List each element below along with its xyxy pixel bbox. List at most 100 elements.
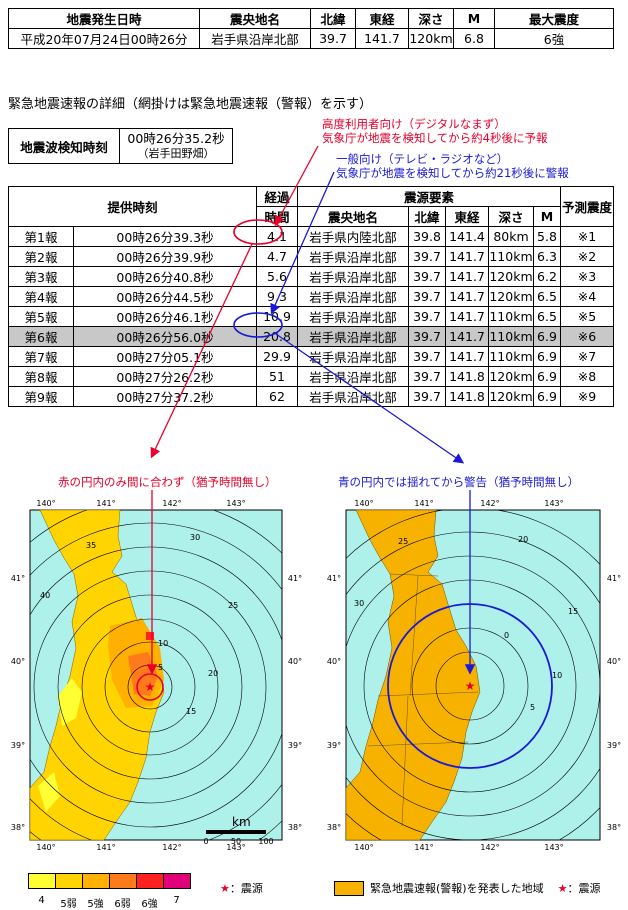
lat-tick: 41° <box>327 574 341 583</box>
red-arrow <box>274 145 319 227</box>
legend-label: 7 <box>173 895 180 906</box>
contour-label: 25 <box>228 601 238 610</box>
left-legend: 4 5弱 5強 6弱 6強 7 <box>28 873 191 910</box>
contour-label: 5 <box>530 703 535 712</box>
summary-cell: 平成20年07月24日00時26分 <box>8 28 200 49</box>
contour-label: 40 <box>40 591 50 600</box>
report-cell: 120km <box>488 266 534 287</box>
lon-tick: 142° <box>162 499 181 508</box>
epicenter-star-icon: ★ <box>145 680 156 694</box>
legend-swatch <box>28 873 56 889</box>
report-row: 第5報 00時26分46.1秒 10.9 岩手県沿岸北部 39.7 141.7 110km 6… <box>8 306 614 327</box>
legend-label: 6弱 <box>114 899 131 910</box>
lat-tick: 38° <box>11 823 25 832</box>
epicenter-star-icon: ★ <box>220 882 230 895</box>
red-annotation: 高度利用者向け（デジタルなまず） 気象庁が地震を検知してから約4秒後に予報 <box>322 117 547 145</box>
report-cell: 141.7 <box>445 306 489 327</box>
summary-row: 平成20年07月24日00時26分 岩手県沿岸北部 39.7 141.7 120… <box>8 28 614 49</box>
summary-cell: 120km <box>408 28 454 49</box>
report-cell: 第6報 <box>8 326 74 347</box>
summary-header: 深さ <box>408 8 454 29</box>
contour-label: 20 <box>518 535 528 544</box>
report-cell: ※3 <box>560 266 614 287</box>
header-intensity: 予測震度 <box>560 186 614 227</box>
detection-cell: 00時26分35.2秒 （岩手田野畑） <box>119 128 233 164</box>
report-cell: 岩手県沿岸北部 <box>297 246 409 267</box>
left-map-max-marker <box>146 632 154 640</box>
left-map-land <box>29 509 165 841</box>
blue-annotation-line: 気象庁が地震を検知してから約21秒後に警報 <box>336 166 569 180</box>
report-cell: 141.8 <box>445 366 489 387</box>
lat-tick: 41° <box>11 574 25 583</box>
report-cell: 39.8 <box>408 226 446 247</box>
report-cell: 00時27分26.2秒 <box>73 366 257 387</box>
legend-label: 5強 <box>87 899 104 910</box>
report-cell: ※9 <box>560 386 614 407</box>
lon-tick: 140° <box>36 499 55 508</box>
lon-tick: 141° <box>96 499 115 508</box>
report-cell: 10.9 <box>256 306 298 327</box>
lon-tick: 140° <box>354 843 373 852</box>
header-lat: 北緯 <box>408 206 446 227</box>
legend-label: 4 <box>38 895 45 906</box>
lon-tick: 143° <box>544 843 563 852</box>
lon-tick: 140° <box>36 843 55 852</box>
red-annotation-line: 気象庁が地震を検知してから約4秒後に予報 <box>322 131 548 145</box>
report-cell: 141.7 <box>445 326 489 347</box>
contour-label: 0 <box>504 631 509 640</box>
lon-tick: 143° <box>226 843 245 852</box>
report-cell: ※1 <box>560 226 614 247</box>
lon-tick: 142° <box>480 499 499 508</box>
epicenter-star-icon: ★ <box>557 881 568 895</box>
red-annotation-line: 高度利用者向け（デジタルなまず） <box>322 117 506 131</box>
contour-label: 25 <box>398 537 408 546</box>
legend-swatch <box>110 873 137 889</box>
blue-annotation: 一般向け（テレビ・ラジオなど） 気象庁が地震を検知してから約21秒後に警報 <box>336 152 569 180</box>
scale-tick: 50 <box>231 837 241 846</box>
legend-label: 5弱 <box>60 899 77 910</box>
section-title: 緊急地震速報の詳細（網掛けは緊急地震速報（警報）を示す） <box>8 97 373 112</box>
lon-tick: 143° <box>226 499 245 508</box>
epicenter-legend-label: ：震源 <box>567 882 601 895</box>
lon-tick: 141° <box>414 499 433 508</box>
legend-labels: 4 5弱 5強 6弱 6強 7 <box>28 895 191 910</box>
report-cell: 141.7 <box>445 346 489 367</box>
report-cell: ※8 <box>560 366 614 387</box>
lat-tick: 40° <box>11 657 25 666</box>
report-cell: 岩手県沿岸北部 <box>297 266 409 287</box>
header-depth: 深さ <box>488 206 534 227</box>
report-cell: ※6 <box>560 326 614 347</box>
summary-cell: 141.7 <box>355 28 409 49</box>
contour-label: 10 <box>158 639 168 648</box>
contour-label: 30 <box>190 533 200 542</box>
legend-swatch <box>164 873 191 889</box>
lat-tick: 39° <box>607 741 621 750</box>
report-cell: 岩手県沿岸北部 <box>297 386 409 407</box>
report-cell: 00時27分37.2秒 <box>73 386 257 407</box>
summary-cell: 39.7 <box>310 28 356 49</box>
report-cell: 5.6 <box>256 266 298 287</box>
contour-label: 20 <box>208 669 218 678</box>
left-contours <box>30 510 282 840</box>
scale-unit: km <box>232 815 251 829</box>
report-cell: 62 <box>256 386 298 407</box>
report-row: 第3報 00時26分40.8秒 5.6 岩手県沿岸北部 39.7 141.7 120km 6.… <box>8 266 614 287</box>
right-warning-map: 0 5 10 15 20 25 30 ★ 140° 141° 142° 143°… <box>327 499 621 852</box>
report-cell: 141.8 <box>445 386 489 407</box>
header-place: 震央地名 <box>297 206 409 227</box>
report-cell: 00時26分40.8秒 <box>73 266 257 287</box>
report-cell: 第4報 <box>8 286 74 307</box>
contour-label: 15 <box>186 707 196 716</box>
scale-bar: km 0 50 100 <box>203 815 273 846</box>
report-cell: 110km <box>488 246 534 267</box>
report-row: 第9報 00時27分37.2秒 62 岩手県沿岸北部 39.7 141.8 120km 6.9… <box>8 386 614 407</box>
lat-tick: 38° <box>607 823 621 832</box>
lon-tick: 140° <box>354 499 373 508</box>
report-cell: 第2報 <box>8 246 74 267</box>
report-cell: 39.7 <box>408 306 446 327</box>
lat-tick: 40° <box>607 657 621 666</box>
right-map-prefecture-borders <box>367 573 479 827</box>
red-arrow-to-map <box>150 243 253 459</box>
detection-place: （岩手田野畑） <box>137 147 215 160</box>
reports-table: 提供時刻 経過 震源要素 予測震度 時間 震央地名 北緯 東経 深さ M 第1報… <box>8 186 614 407</box>
